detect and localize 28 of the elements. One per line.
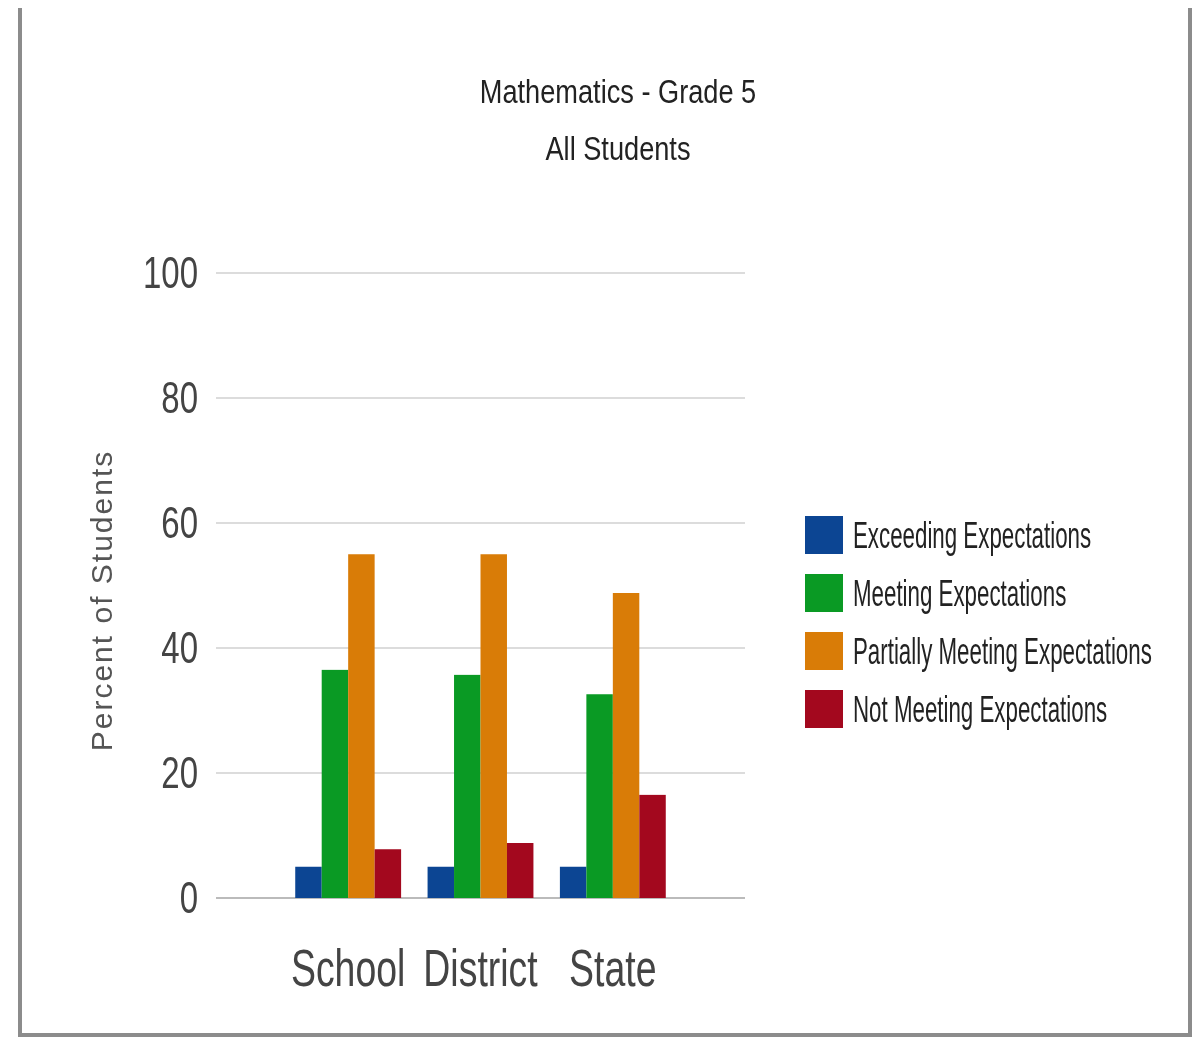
bar [427, 866, 455, 898]
x-tick-label: School [290, 938, 406, 998]
bar [506, 843, 534, 898]
legend-label: Not Meeting Expectations [853, 689, 1108, 729]
y-axis-title: Percent of Students [85, 449, 118, 752]
bar [348, 554, 375, 898]
chart-subtitle: All Students [545, 129, 691, 168]
bar [295, 866, 322, 898]
y-tick-label: 60 [161, 498, 198, 548]
bar [480, 554, 507, 898]
legend-label: Meeting Expectations [853, 573, 1067, 613]
bar [559, 866, 587, 898]
bar [586, 694, 613, 898]
y-tick-label: 100 [142, 248, 198, 298]
chart-title: Mathematics - Grade 5 [479, 72, 757, 111]
y-tick-label: 40 [161, 623, 198, 673]
x-tick-label: District [423, 938, 539, 998]
bar [454, 674, 481, 898]
bar [612, 593, 640, 898]
bar [321, 669, 349, 898]
y-tick-label: 20 [161, 748, 198, 798]
legend-label: Exceeding Expectations [853, 515, 1092, 555]
bar [374, 849, 402, 898]
x-tick-label: State [569, 938, 657, 998]
y-tick-label: 80 [161, 373, 198, 423]
bar [639, 794, 666, 898]
y-tick-label: 0 [179, 873, 198, 923]
legend-label: Partially Meeting Expectations [853, 631, 1152, 671]
